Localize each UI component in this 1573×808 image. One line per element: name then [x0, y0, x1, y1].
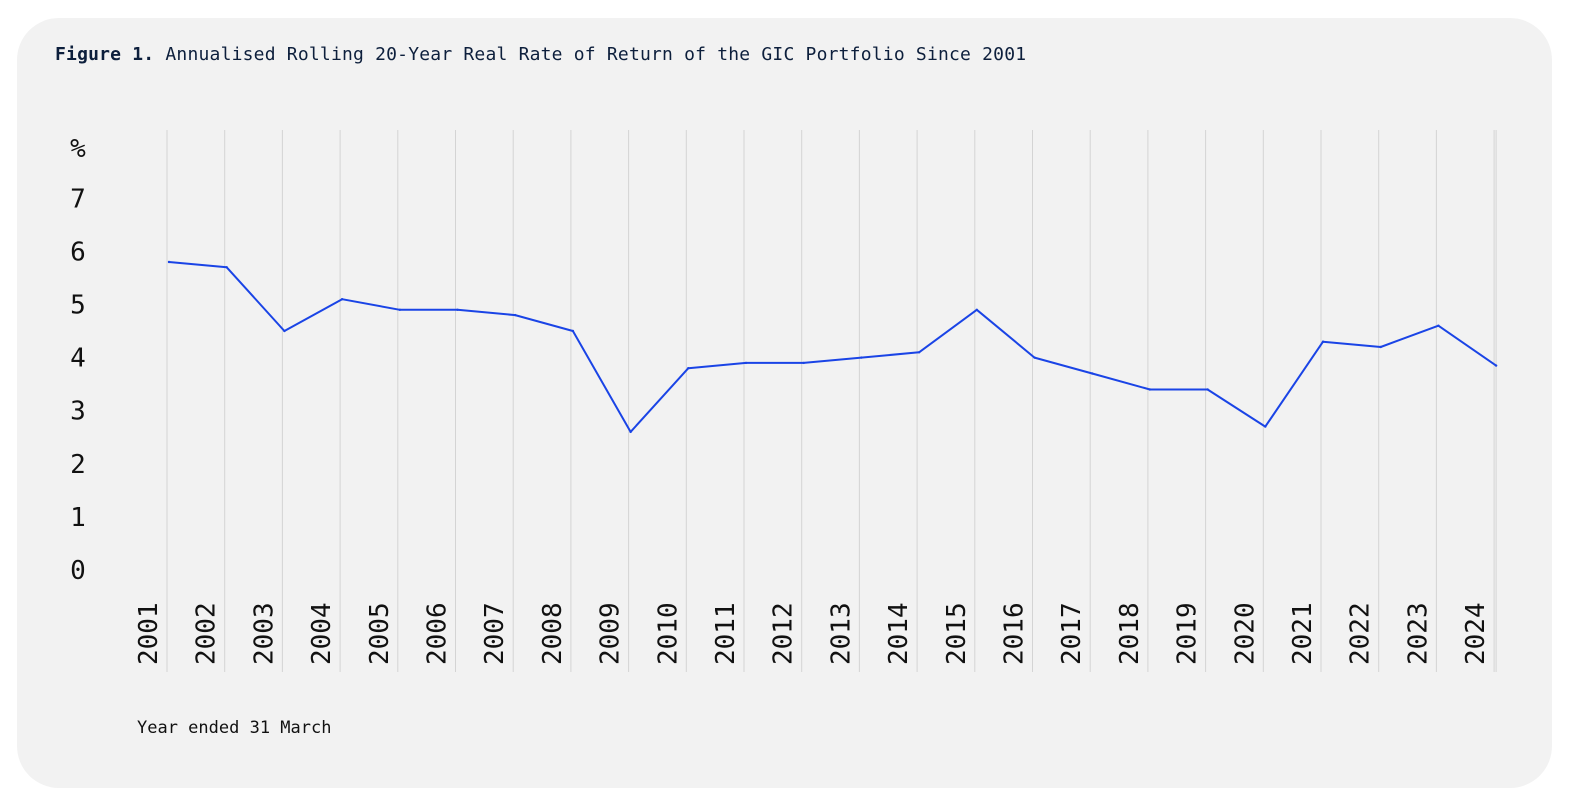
figure-card: Figure 1. Annualised Rolling 20-Year Rea…	[17, 18, 1552, 788]
data-point-2001	[167, 260, 171, 264]
series-layer	[167, 260, 1498, 434]
data-point-2023	[1437, 324, 1440, 327]
data-point-2013	[860, 356, 863, 359]
series-line	[168, 261, 1498, 433]
x-tick-2020: 2020	[1230, 602, 1260, 665]
data-point-2019	[1206, 388, 1209, 391]
grid-lines	[166, 130, 1497, 672]
data-point-2003	[283, 329, 286, 333]
y-tick-6: 6	[70, 237, 86, 267]
x-tick-2003: 2003	[249, 602, 279, 665]
data-point-2004	[340, 298, 344, 301]
data-point-2005	[398, 308, 401, 311]
x-axis-note: Year ended 31 March	[137, 718, 332, 738]
figure-title: Figure 1. Annualised Rolling 20-Year Rea…	[55, 44, 1026, 65]
data-point-2008	[571, 329, 575, 333]
x-tick-2015: 2015	[942, 602, 972, 665]
data-point-2012	[802, 361, 805, 365]
data-point-2021	[1321, 340, 1325, 343]
y-tick-0: 0	[70, 556, 86, 586]
x-tick-2013: 2013	[826, 602, 856, 665]
data-point-2014	[917, 351, 921, 354]
data-point-2011	[744, 361, 748, 365]
x-axis-ticks: 2001 2002 2003 2004 2005 2006 2007 2008 2009 2010…	[134, 602, 1491, 665]
x-tick-2024: 2024	[1461, 602, 1491, 665]
x-tick-2011: 2011	[711, 602, 741, 665]
figure-label: Figure 1.	[55, 44, 155, 65]
data-point-2002	[225, 266, 228, 269]
x-tick-2019: 2019	[1173, 602, 1203, 665]
x-tick-2018: 2018	[1115, 602, 1145, 665]
y-tick-1: 1	[70, 503, 86, 533]
data-point-2006	[456, 308, 459, 311]
x-tick-2022: 2022	[1346, 602, 1376, 665]
x-tick-2006: 2006	[423, 602, 453, 665]
y-tick-7: 7	[70, 184, 86, 214]
y-axis-unit-label: %	[70, 134, 86, 164]
data-point-2017	[1091, 372, 1094, 375]
x-tick-2023: 2023	[1403, 602, 1433, 665]
data-point-2016	[1033, 356, 1036, 359]
figure-title-text: Annualised Rolling 20-Year Real Rate of …	[165, 44, 1027, 65]
data-point-2009	[629, 430, 632, 434]
y-tick-5: 5	[70, 291, 86, 321]
x-tick-2017: 2017	[1057, 602, 1087, 665]
x-tick-2007: 2007	[480, 602, 510, 665]
x-tick-2009: 2009	[596, 602, 626, 665]
x-tick-2004: 2004	[307, 602, 337, 665]
data-point-2020	[1264, 425, 1267, 428]
y-axis-ticks: 0 1 2 3 4 5 6 7	[70, 184, 86, 586]
x-tick-2021: 2021	[1288, 602, 1318, 665]
x-tick-2002: 2002	[192, 602, 222, 665]
y-tick-3: 3	[70, 397, 86, 427]
data-point-2024	[1494, 364, 1498, 367]
x-tick-2001: 2001	[134, 602, 164, 665]
x-tick-2005: 2005	[365, 602, 395, 665]
data-point-2018	[1148, 388, 1152, 391]
data-point-2022	[1379, 345, 1382, 349]
x-tick-2012: 2012	[769, 602, 799, 665]
x-tick-2014: 2014	[884, 602, 914, 665]
x-tick-2016: 2016	[1000, 602, 1030, 665]
y-tick-4: 4	[70, 344, 86, 374]
data-point-2007	[514, 313, 517, 317]
y-tick-2: 2	[70, 450, 86, 480]
data-point-2010	[687, 367, 690, 370]
x-tick-2010: 2010	[653, 602, 683, 665]
x-tick-2008: 2008	[538, 602, 568, 665]
data-point-2015	[975, 308, 978, 311]
